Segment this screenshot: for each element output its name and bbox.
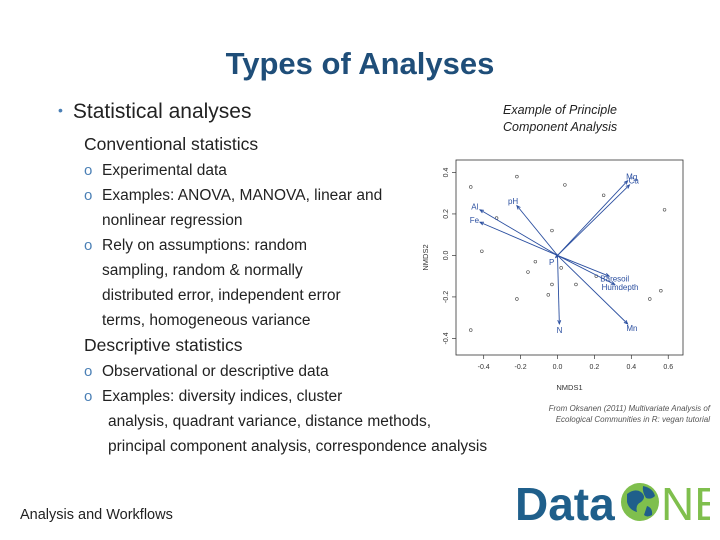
vector-arrow [557, 184, 630, 256]
vector-arrow [479, 209, 558, 256]
pca-chart: -0.4 -0.2 0.0 0.2 0.4 0.6 -0.4 -0.2 0.0 0.2 0.4 NMD… [421, 159, 684, 392]
data-point [546, 293, 550, 297]
source-credit: From Oksanen (2011) Multivariate Analysi… [548, 404, 710, 424]
plot-frame [455, 159, 684, 356]
data-point [559, 266, 563, 270]
vector-arrowhead [605, 273, 611, 277]
vector-label: Al [471, 203, 478, 212]
vector-label: Mn [626, 324, 637, 333]
x-tick-label: 0.2 [590, 364, 600, 371]
y-tick-label: 0.2 [443, 209, 450, 219]
data-point [533, 259, 538, 264]
y-axis-label: NMDS2 [421, 244, 430, 270]
list-item: o Rely on assumptions: random sampling, ra… [84, 233, 382, 333]
x-tick-label: -0.2 [515, 364, 527, 371]
list-item: o Examples: ANOVA, MANOVA, linear and nonl… [84, 183, 382, 233]
vector-arrow [557, 255, 628, 325]
vector-arrowhead [478, 221, 484, 226]
vector-arrowhead [610, 281, 616, 285]
y-tick-label: -0.4 [443, 332, 450, 344]
vector-label: P [549, 258, 554, 267]
list-item: o Observational or descriptive data [84, 359, 487, 384]
bullet-statistical-analyses: • Statistical analyses [58, 100, 252, 124]
list-item: o Experimental data [84, 158, 382, 183]
vector-label: N [557, 326, 563, 335]
data-point [550, 282, 554, 287]
vector-arrowhead [554, 253, 560, 259]
vector-label: Humdepth [602, 283, 639, 292]
vector-label: pH [508, 197, 518, 206]
svg-text:NE: NE [661, 478, 710, 526]
y-tick-label: 0.0 [443, 250, 450, 260]
circle-bullet-icon: o [84, 388, 93, 405]
data-point [526, 270, 530, 274]
vector-arrowhead [557, 319, 562, 326]
data-point [480, 249, 484, 253]
vector-arrowhead [625, 184, 631, 189]
vector-arrow [557, 180, 628, 256]
data-point [574, 282, 578, 287]
x-tick-label: 0.4 [626, 364, 636, 371]
vector-arrowhead [516, 204, 521, 210]
data-point [469, 185, 473, 189]
vector-arrowhead [623, 179, 629, 185]
conventional-list: o Experimental data o Examples: ANOVA, MAN… [84, 158, 382, 333]
dataone-logo: Data NE [515, 478, 710, 526]
vector-arrow [557, 255, 610, 277]
vector-arrow [557, 255, 615, 285]
data-point [601, 193, 606, 197]
list-item: o Examples: diversity indices, cluster ana… [84, 384, 487, 459]
x-tick-label: 0.6 [663, 364, 673, 371]
vector-label: Baresoil [600, 274, 629, 283]
y-tick-label: -0.2 [443, 291, 450, 303]
descriptive-list: o Observational or descriptive data o Exam… [84, 359, 487, 459]
data-point [648, 297, 652, 301]
circle-bullet-icon: o [84, 162, 93, 179]
bullet-text: Statistical analyses [72, 100, 252, 123]
vector-label: Fe [470, 216, 480, 225]
circle-bullet-icon: o [84, 363, 93, 380]
vector-arrowhead [478, 209, 485, 214]
y-tick-label: 0.4 [443, 167, 450, 177]
vector-label: Mg [626, 172, 637, 181]
slide-title: Types of Analyses [225, 46, 495, 81]
circle-bullet-icon: o [84, 187, 93, 204]
vector-arrow [557, 255, 560, 324]
heading-conventional: Conventional statistics [84, 134, 259, 154]
globe-icon [621, 483, 659, 521]
data-point [515, 174, 519, 179]
data-point [659, 288, 663, 293]
bullet-dot-icon: • [58, 102, 63, 118]
data-point [550, 228, 554, 233]
data-point [563, 183, 567, 187]
x-axis-label: NMDS1 [556, 383, 582, 392]
heading-descriptive: Descriptive statistics [84, 335, 243, 355]
vector-arrow [479, 221, 558, 256]
vector-arrowhead [623, 320, 629, 325]
vector-label: Ca [629, 177, 640, 186]
circle-bullet-icon: o [84, 237, 93, 254]
data-point [515, 297, 519, 301]
chart-caption: Example of Principle Component Analysis [503, 103, 618, 134]
svg-text:Data: Data [515, 478, 615, 526]
data-point [662, 208, 667, 212]
x-tick-label: 0.0 [553, 364, 563, 371]
data-point [469, 328, 473, 332]
footer-text: Analysis and Workflows [20, 507, 173, 523]
x-tick-label: -0.4 [478, 364, 490, 371]
vector-arrow [516, 205, 558, 256]
